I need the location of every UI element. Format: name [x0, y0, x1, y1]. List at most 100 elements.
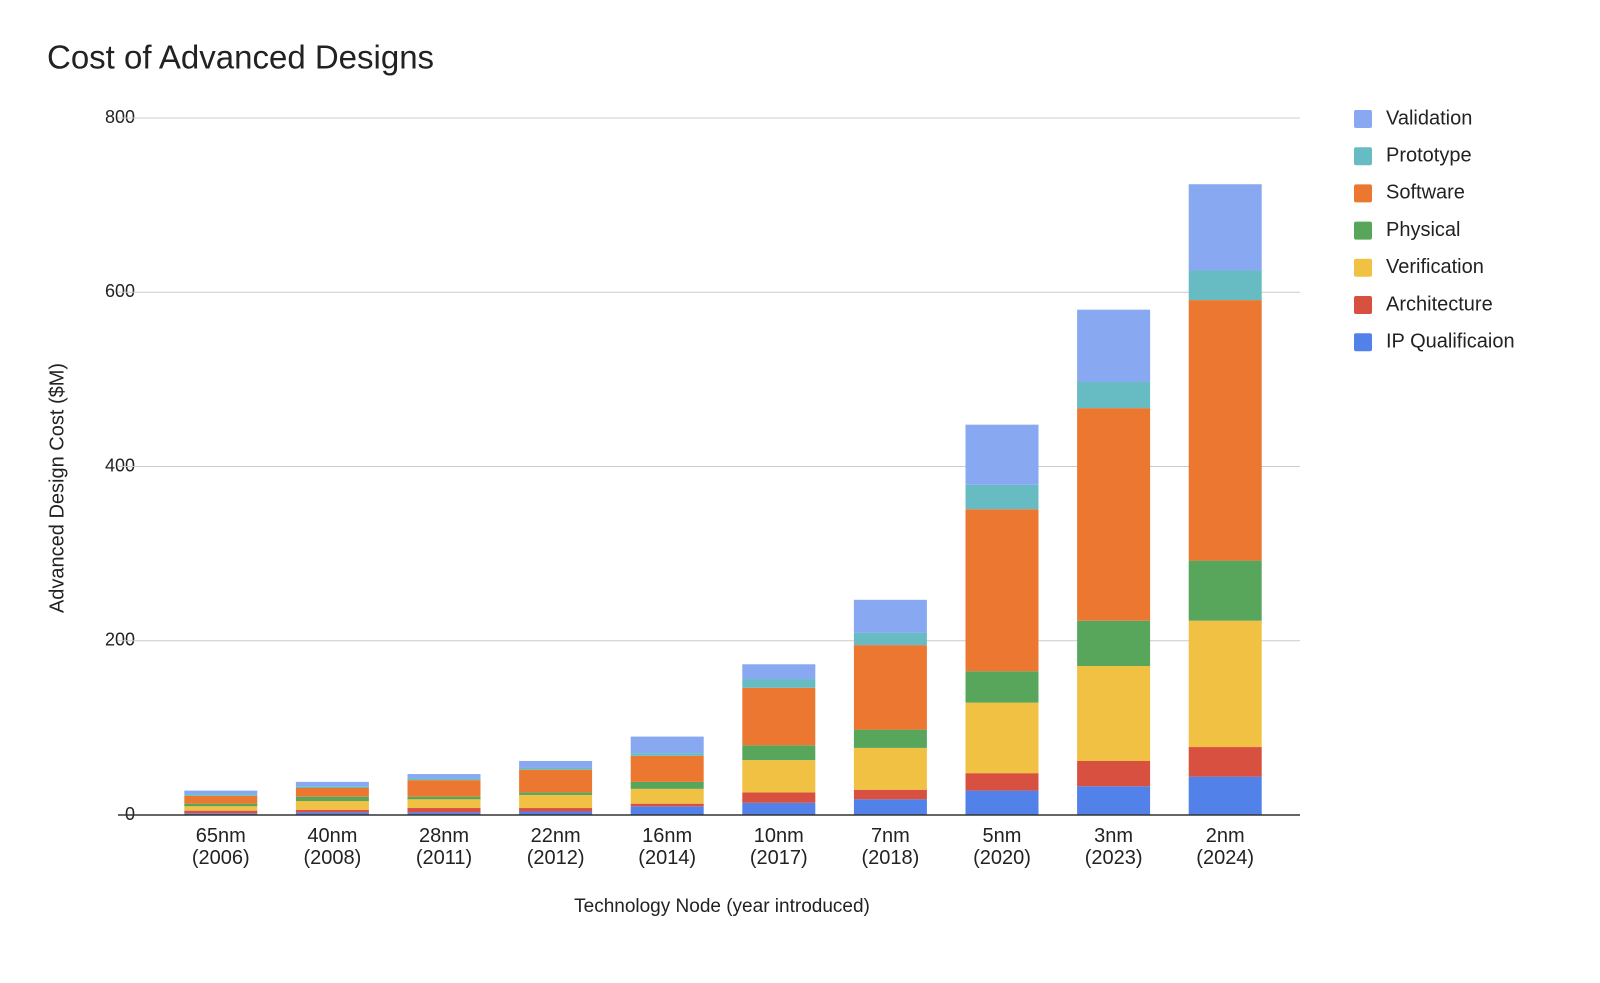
bar-segment [184, 813, 258, 815]
bar-segment [1077, 309, 1151, 382]
x-tick-label: 22nm (2012) [526, 825, 585, 869]
x-tick-label: 10nm (2017) [749, 825, 808, 869]
bar-segment [1077, 666, 1151, 761]
legend-label: Prototype [1386, 144, 1472, 166]
legend-label: Verification [1386, 256, 1484, 278]
bar-segment [630, 788, 704, 804]
bar-segment [965, 509, 1039, 672]
bar-segment [853, 632, 927, 646]
bar-segment [184, 810, 258, 814]
bar-segment [519, 808, 593, 812]
x-tick-label: 3nm (2023) [1084, 825, 1143, 869]
x-tick-label: 2nm (2024) [1196, 825, 1255, 869]
bar-segment [742, 760, 816, 793]
bar-segment [630, 736, 704, 754]
bar-segment [184, 794, 258, 796]
bar-segment [295, 787, 369, 797]
bar-segment [1077, 620, 1151, 667]
legend-swatch [1354, 333, 1372, 352]
bar-segment [184, 795, 258, 804]
bar-segment [1188, 300, 1262, 561]
bar-segment [965, 790, 1039, 815]
bar-segment [407, 780, 481, 797]
bar-segment [630, 803, 704, 807]
bar-segment [407, 774, 481, 779]
legend-label: Physical [1386, 219, 1460, 241]
x-axis-title: Technology Node (year introduced) [574, 896, 870, 917]
bar-segment [519, 811, 593, 815]
bar-segment [184, 806, 258, 811]
bar-segment [630, 753, 704, 756]
y-tick-label: 0 [125, 804, 135, 824]
bar-segment [519, 760, 593, 768]
bar-segment [407, 812, 481, 815]
y-tick-label: 200 [105, 630, 135, 650]
bar-segment [1188, 620, 1262, 748]
bar-segment [407, 796, 481, 800]
bar-segment [184, 803, 258, 807]
bar-segment [295, 781, 369, 787]
y-axis-title: Advanced Design Cost ($M) [46, 363, 68, 613]
legend-swatch [1354, 221, 1372, 240]
bar-segment [295, 786, 369, 788]
bar-segment [965, 424, 1039, 485]
bar-segment [1077, 408, 1151, 621]
bar-segment [1188, 184, 1262, 271]
bar-segment [853, 645, 927, 730]
legend-label: Architecture [1386, 293, 1493, 315]
bar-segment [853, 729, 927, 748]
bar-segment [742, 745, 816, 761]
y-tick-label: 400 [105, 455, 135, 475]
bar-segment [630, 781, 704, 789]
legend-swatch [1354, 296, 1372, 314]
bar-segment [519, 769, 593, 793]
bar-segment [742, 687, 816, 746]
bar-segment [853, 799, 927, 815]
x-tick-label: 65nm (2006) [191, 825, 250, 869]
bar-segment [853, 599, 927, 633]
bar-segment [1077, 760, 1151, 787]
bar-segment [742, 664, 816, 680]
legend-swatch [1354, 147, 1372, 166]
bar-segment [1188, 747, 1262, 777]
bar-segment [742, 802, 816, 815]
legend-label: Software [1386, 182, 1465, 204]
bar-segment [1077, 786, 1151, 815]
bar-segment [853, 789, 927, 800]
legend-swatch [1354, 258, 1372, 277]
bar-segment [519, 767, 593, 770]
bar-segment [965, 773, 1039, 791]
x-tick-label: 28nm (2011) [415, 825, 473, 869]
bar-segment [1188, 560, 1262, 621]
x-tick-label: 7nm (2018) [861, 825, 920, 869]
bar-segment [742, 792, 816, 803]
bar-segment [853, 747, 927, 790]
bar-segment [1188, 776, 1262, 815]
legend-label: Validation [1386, 107, 1472, 129]
legend-swatch [1354, 110, 1372, 128]
bar-segment [407, 778, 481, 781]
bar-segment [295, 801, 369, 810]
bar-segment [184, 790, 258, 795]
chart-title: Cost of Advanced Designs [47, 39, 434, 76]
y-tick-label: 600 [105, 281, 135, 301]
legend-label: IP Qualificaion [1386, 330, 1515, 352]
bar-segment [965, 671, 1039, 703]
legend-swatch [1354, 184, 1372, 203]
bar-segment [407, 808, 481, 813]
bar-segment [630, 755, 704, 782]
bar-segment [965, 484, 1039, 510]
bar-segment [519, 794, 593, 809]
bar-segment [295, 812, 369, 815]
bar-segment [519, 792, 593, 795]
bar-segment [742, 679, 816, 688]
x-tick-label: 5nm (2020) [973, 825, 1031, 869]
bar-segment [1077, 381, 1151, 409]
x-tick-label: 16nm (2014) [638, 825, 697, 869]
x-tick-label: 40nm (2008) [303, 825, 362, 869]
bar-segment [965, 702, 1039, 774]
bar-segment [1188, 270, 1262, 301]
bar-segment [295, 809, 369, 813]
